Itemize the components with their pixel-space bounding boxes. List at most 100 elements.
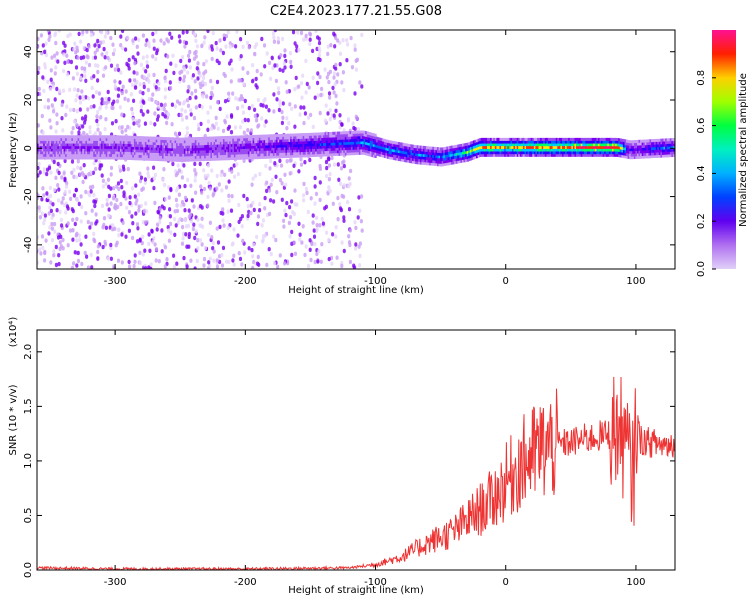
spectrogram-cell bbox=[342, 248, 346, 254]
spectrogram-cell bbox=[187, 158, 190, 162]
spectrogram-cell bbox=[137, 146, 140, 150]
spectrogram-cell bbox=[255, 156, 258, 160]
spectrogram-cell bbox=[318, 132, 321, 136]
spectrogram-cell bbox=[277, 147, 280, 151]
spectrogram-cell bbox=[218, 146, 221, 150]
spectrogram-cell bbox=[80, 116, 85, 121]
spectrogram-cell bbox=[97, 148, 101, 152]
spectrogram-cell bbox=[54, 175, 58, 180]
spectrogram-cell bbox=[247, 246, 251, 251]
spectrogram-cell bbox=[37, 36, 40, 42]
spectrogram-cell bbox=[374, 139, 377, 143]
spectrogram-cell bbox=[304, 141, 307, 144]
spectrogram-cell bbox=[100, 203, 105, 209]
spectrogram-cell bbox=[176, 158, 179, 162]
spectrogram-cell bbox=[557, 140, 560, 144]
spectrogram-cell bbox=[322, 134, 326, 138]
spectrogram-cell bbox=[336, 162, 340, 167]
spectrogram-cell bbox=[278, 177, 282, 183]
spectrogram-cell bbox=[435, 163, 438, 166]
spectrogram-cell bbox=[521, 143, 524, 147]
spectrogram-cell bbox=[171, 158, 174, 162]
spectrogram-cell bbox=[353, 265, 357, 269]
spectrogram-cell bbox=[314, 30, 318, 34]
spectrogram-cell bbox=[142, 84, 146, 90]
spectrogram-cell bbox=[369, 132, 372, 136]
spectrogram-cell bbox=[418, 148, 421, 152]
spectrogram-cell bbox=[232, 253, 236, 258]
spectrogram-cell bbox=[333, 131, 337, 135]
spectrogram-cell bbox=[175, 208, 180, 214]
spectrogram-cell bbox=[55, 208, 59, 213]
spectrogram-cell bbox=[177, 137, 180, 141]
spectrogram-cell bbox=[638, 139, 641, 143]
spectrogram-cell bbox=[99, 151, 102, 155]
spectrogram-cell bbox=[351, 146, 354, 150]
spectrogram-cell bbox=[193, 235, 197, 241]
spectrogram-cell bbox=[319, 132, 322, 136]
spectrogram-cell bbox=[513, 143, 516, 147]
spectrogram-cell bbox=[157, 139, 160, 143]
spectrogram-cell bbox=[290, 241, 294, 246]
spectrogram-cell bbox=[524, 151, 527, 155]
spectrogram-cell bbox=[212, 155, 215, 159]
spectrogram-cell bbox=[141, 144, 144, 148]
spectrogram-cell bbox=[412, 150, 415, 153]
spectrogram-cell bbox=[191, 226, 195, 232]
spectrogram-cell bbox=[340, 193, 344, 199]
spectrogram-cell bbox=[60, 145, 63, 149]
spectrogram-cell bbox=[462, 148, 465, 152]
spectrogram-cell bbox=[347, 144, 351, 148]
spectrogram-cell bbox=[438, 155, 441, 159]
spectrogram-cell bbox=[424, 156, 427, 160]
spectrogram-cell bbox=[285, 116, 289, 121]
spectrogram-cell bbox=[113, 79, 117, 84]
spectrogram-cell bbox=[437, 160, 440, 164]
spectrogram-cell bbox=[297, 151, 301, 155]
spectrogram-cell bbox=[310, 148, 313, 152]
spectrogram-cell bbox=[85, 254, 89, 259]
spectrogram-cell bbox=[109, 63, 114, 68]
spectrogram-cell bbox=[121, 140, 124, 144]
spectrogram-cell bbox=[58, 137, 62, 141]
spectrogram-cell bbox=[308, 140, 312, 144]
spectrogram-cell bbox=[644, 147, 647, 151]
spectrogram-cell bbox=[79, 194, 83, 199]
spectrogram-cell bbox=[538, 148, 541, 152]
spectrogram-cell bbox=[41, 75, 45, 80]
spectrogram-cell bbox=[176, 137, 179, 141]
spectrogram-cell bbox=[316, 148, 319, 152]
spectrogram-cell bbox=[93, 135, 96, 139]
spectrogram-cell bbox=[157, 104, 161, 109]
spectrogram-cell bbox=[264, 119, 268, 124]
spectrogram-cell bbox=[216, 144, 219, 148]
spectrogram-cell bbox=[180, 241, 185, 246]
spectrogram-cell bbox=[113, 156, 116, 160]
spectrogram-cell bbox=[207, 157, 210, 161]
spectrogram-cell bbox=[90, 137, 93, 141]
spectrogram-cell bbox=[246, 70, 250, 76]
spectrogram-cell bbox=[177, 140, 180, 144]
spectrogram-cell bbox=[429, 151, 432, 155]
spectrogram-cell bbox=[138, 154, 141, 158]
spectrogram-cell bbox=[47, 153, 51, 157]
spectrogram-cell bbox=[212, 125, 216, 130]
spectrogram-cell bbox=[237, 140, 240, 144]
spectrogram-cell bbox=[326, 132, 329, 136]
spectrogram-cell bbox=[88, 137, 91, 141]
spectrogram-cell bbox=[537, 145, 540, 149]
spectrogram-cell bbox=[641, 147, 644, 151]
spectrogram-cell bbox=[646, 147, 649, 151]
spectrogram-cell bbox=[141, 138, 144, 142]
spectrogram-cell bbox=[222, 146, 226, 150]
spectrogram-cell bbox=[471, 141, 474, 144]
spectrogram-cell bbox=[122, 154, 126, 158]
spectrogram-cell bbox=[140, 149, 143, 153]
spectrogram-cell bbox=[219, 154, 222, 158]
spectrogram-cell bbox=[87, 145, 90, 149]
spectrogram-cell bbox=[515, 137, 518, 141]
spectrogram-cell bbox=[204, 155, 207, 159]
spectrogram-cell bbox=[544, 140, 547, 144]
spectrogram-cell bbox=[188, 153, 191, 157]
spectrogram-cell bbox=[47, 148, 51, 152]
